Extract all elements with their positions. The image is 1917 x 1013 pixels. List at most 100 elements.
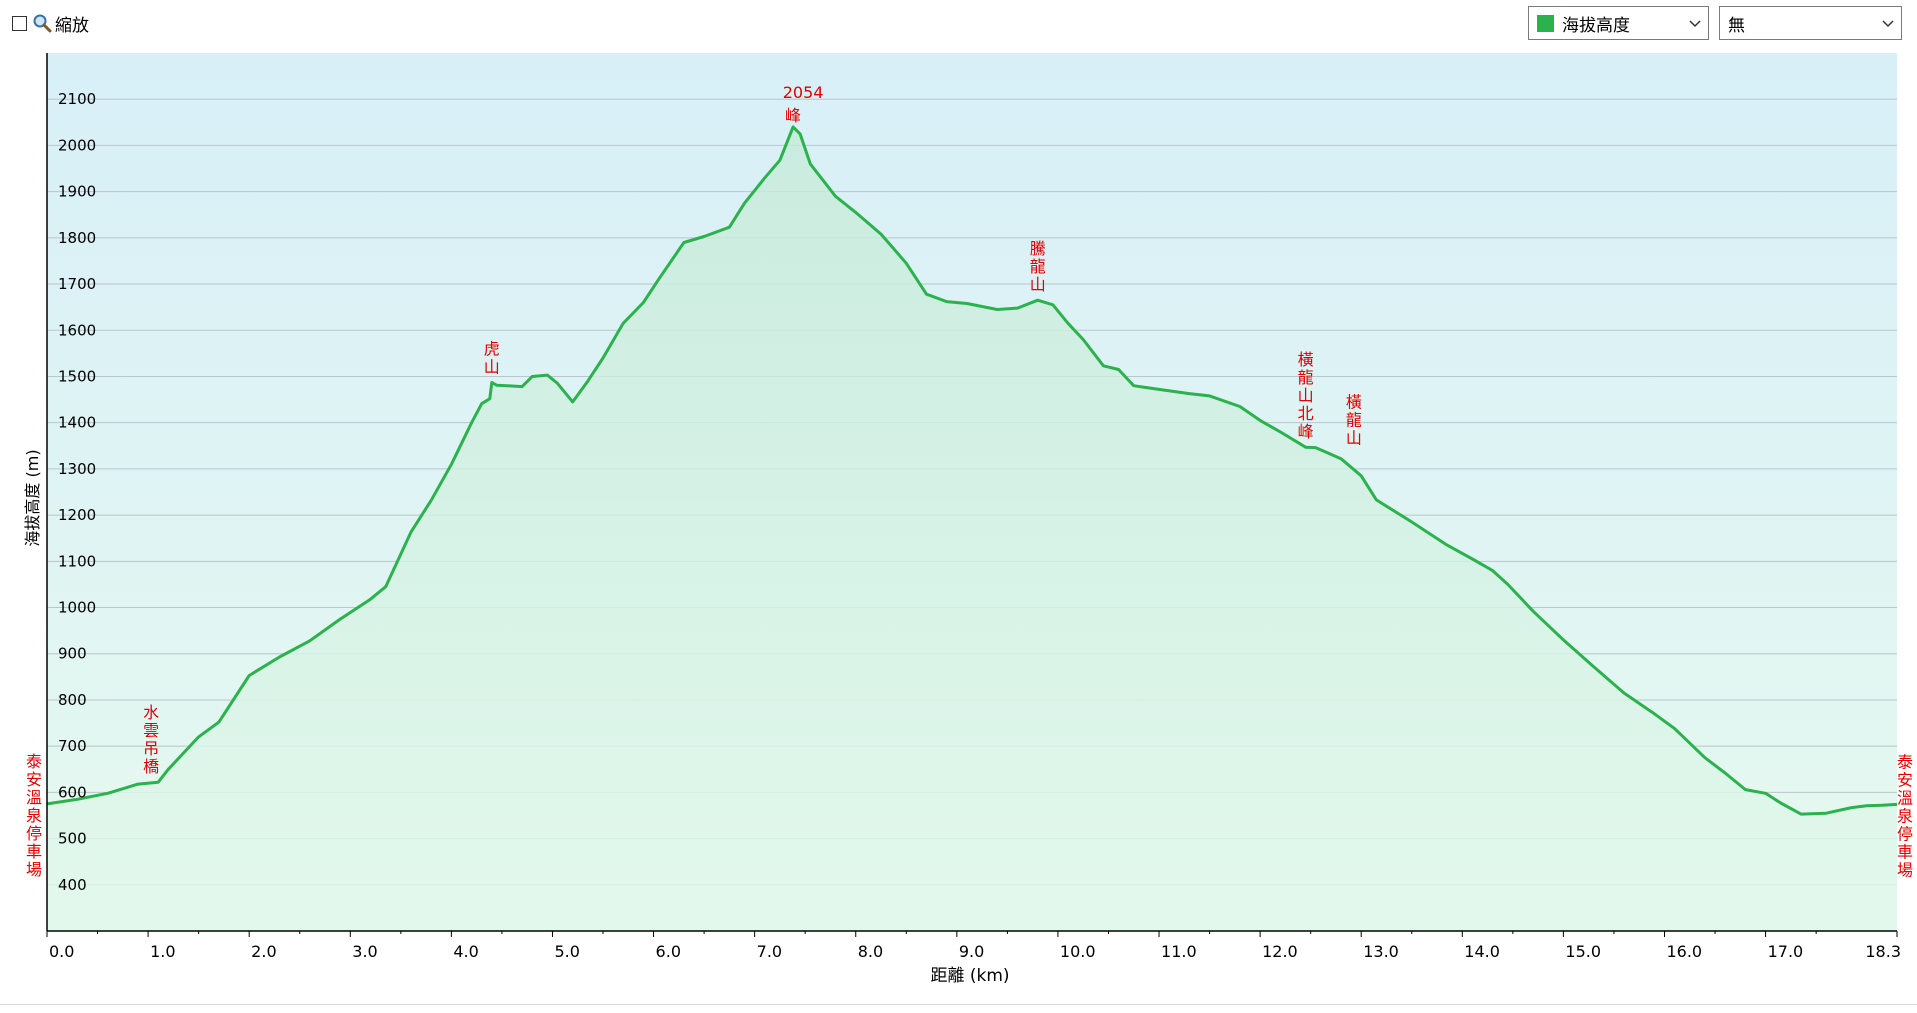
- annotation-text: 吊: [143, 739, 159, 758]
- x-tick-label: 15.0: [1565, 942, 1601, 961]
- zoom-label: 縮放: [55, 15, 89, 36]
- y-tick-label: 1900: [58, 183, 96, 201]
- x-tick-label: 10.0: [1060, 942, 1096, 961]
- y-tick-label: 2100: [58, 90, 96, 108]
- x-tick-label: 8.0: [858, 942, 883, 961]
- annotation-text: 騰: [1030, 239, 1046, 258]
- x-tick-label: 3.0: [352, 942, 377, 961]
- x-tick-label: 9.0: [959, 942, 984, 961]
- x-tick-label: 17.0: [1768, 942, 1804, 961]
- annotation-label: 騰龍山: [1030, 239, 1046, 294]
- x-tick-label: 18.3: [1865, 942, 1901, 961]
- y-tick-label: 1600: [58, 321, 96, 339]
- y-tick-label: 1700: [58, 275, 96, 293]
- annotation-text: 溫: [26, 788, 42, 807]
- annotation-text: 橫: [1346, 393, 1362, 412]
- annotation-text: 虎: [484, 339, 500, 358]
- annotation-text: 雲: [143, 721, 159, 740]
- annotation-text: 車: [1897, 842, 1913, 861]
- x-tick-label: 14.0: [1464, 942, 1500, 961]
- x-tick-label: 12.0: [1262, 942, 1298, 961]
- x-tick-label: 7.0: [757, 942, 782, 961]
- annotation-text: 山: [1298, 386, 1314, 405]
- y-tick-label: 1800: [58, 229, 96, 247]
- y-tick-label: 600: [58, 783, 87, 801]
- elevation-line: [46, 125, 1898, 816]
- annotation-text: 龍: [1298, 368, 1314, 387]
- elevation-chart: 400 500 600 700 800 900 1000 1100 1200 1300 1400 15…: [0, 50, 1917, 1009]
- annotation-text: 山: [484, 357, 500, 376]
- x-tick-label: 6.0: [656, 942, 681, 961]
- x-tick-label: 11.0: [1161, 942, 1197, 961]
- elevation-chart-svg: 400 500 600 700 800 900 1000 1100 1200 1300 1400 15…: [23, 53, 1913, 986]
- series-select[interactable]: 海拔高度: [1528, 6, 1709, 40]
- x-tick-label: 1.0: [150, 942, 175, 961]
- series-swatch: [1537, 14, 1554, 32]
- chart-toolbar: 縮放 海拔高度 無: [0, 0, 1917, 50]
- annotation-text: 場: [26, 860, 42, 879]
- x-tick-label: 5.0: [554, 942, 579, 961]
- annotation-label: 虎山: [484, 339, 500, 376]
- y-tick-label: 2000: [58, 136, 96, 154]
- annotation-text: 溫: [1897, 788, 1913, 807]
- annotation-text: 峰: [1298, 422, 1314, 441]
- x-tick-label: 0.0: [49, 942, 74, 961]
- annotation-text: 停: [26, 824, 42, 843]
- zoom-toggle[interactable]: 縮放: [12, 12, 89, 36]
- annotation-text: 泉: [1897, 806, 1913, 825]
- y-tick-label: 1500: [58, 367, 96, 385]
- annotation-text: 北: [1298, 404, 1314, 423]
- y-tick-label: 700: [58, 737, 87, 755]
- annotation-text: 龍: [1030, 257, 1046, 276]
- x-tick-label: 2.0: [251, 942, 276, 961]
- y-tick-label: 1400: [58, 414, 96, 432]
- y-tick-label: 400: [58, 876, 87, 894]
- annotation-text: 橋: [143, 757, 159, 776]
- magnifier-icon: [33, 14, 52, 33]
- annotation-text: 泉: [26, 806, 42, 825]
- annotation-label: 橫龍山: [1346, 393, 1362, 448]
- annotation-text: 山: [1346, 429, 1362, 448]
- annotation-text: 龍: [1346, 411, 1362, 430]
- x-axis-label: 距離 (km): [930, 966, 1009, 986]
- series-select-value: 海拔高度: [1562, 15, 1630, 36]
- annotation-label: 2054: [783, 83, 824, 102]
- annotation-text: 泰: [1897, 752, 1913, 771]
- y-tick-label: 500: [58, 830, 87, 848]
- zoom-checkbox[interactable]: [12, 15, 27, 31]
- annotation-text: 2054: [783, 83, 824, 102]
- x-tick-label: 16.0: [1666, 942, 1702, 961]
- annotation-text: 車: [26, 842, 42, 861]
- axes: [46, 53, 1898, 937]
- annotation-text: 泰: [26, 752, 42, 771]
- y-tick-label: 1000: [58, 599, 96, 617]
- annotation-text: 峰: [785, 106, 801, 125]
- chevron-down-icon: [1689, 20, 1701, 28]
- annotation-text: 山: [1030, 275, 1046, 294]
- annotation-text: 安: [1897, 770, 1913, 789]
- y-axis-label: 海拔高度 (m): [23, 449, 42, 546]
- bottom-rule: [0, 1004, 1917, 1005]
- annotation-text: 水: [143, 703, 159, 722]
- y-tick-labels: 400 500 600 700 800 900 1000 1100 1200 1300 1400 15…: [58, 90, 96, 894]
- y-tick-label: 900: [58, 645, 87, 663]
- compare-select[interactable]: 無: [1719, 6, 1902, 40]
- elevation-area: [47, 126, 1897, 931]
- y-tick-label: 1200: [58, 506, 96, 524]
- annotation-text: 安: [26, 770, 42, 789]
- x-tick-label: 13.0: [1363, 942, 1399, 961]
- annotation-label: 峰: [785, 106, 801, 125]
- x-tick-label: 4.0: [453, 942, 478, 961]
- y-tick-label: 1100: [58, 552, 96, 570]
- annotation-text: 橫: [1298, 350, 1314, 369]
- y-tick-label: 1300: [58, 460, 96, 478]
- y-tick-label: 800: [58, 691, 87, 709]
- x-tick-labels: 0.0 1.0 2.0 3.0 4.0 5.0 6.0 7.0 8.0 9.0 10.0 11.0 12…: [49, 942, 1901, 961]
- chevron-down-icon: [1882, 20, 1894, 28]
- compare-select-value: 無: [1728, 15, 1745, 36]
